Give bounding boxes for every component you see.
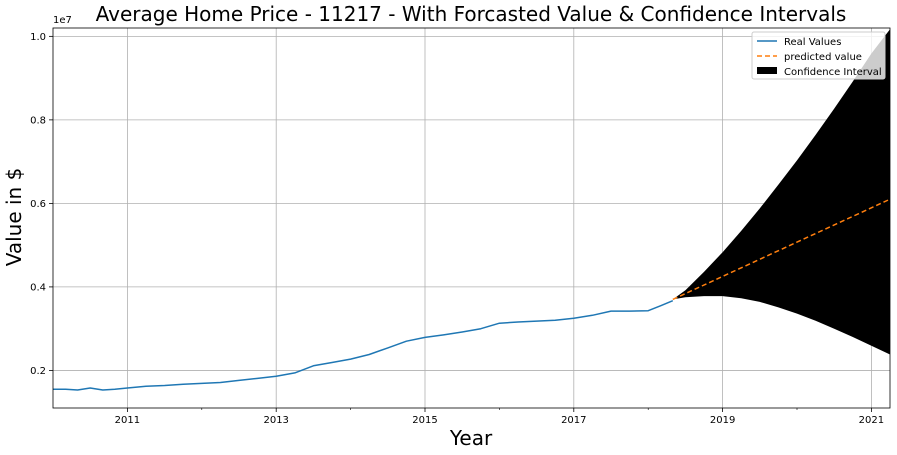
y-tick-label: 0.4 — [30, 282, 46, 293]
x-axis-label: Year — [449, 426, 493, 450]
x-tick-label: 2015 — [412, 415, 437, 426]
series-lines — [53, 198, 891, 391]
legend-confidence-interval-label: Confidence Interval — [784, 67, 882, 78]
plot-frame — [52, 27, 891, 409]
legend-predicted-value-label: predicted value — [784, 52, 862, 63]
y-axis-label: Value in $ — [2, 168, 26, 267]
legend: Real Values predicted value Confidence I… — [751, 31, 886, 80]
y-tick-label: 0.2 — [30, 366, 46, 377]
x-tick-label: 2013 — [263, 415, 288, 426]
axis-ticks: 2011 2013 2015 2017 2019 2021 0.2 0.4 0.6 0.8 1.0 — [30, 32, 884, 426]
x-tick-label: 2019 — [710, 415, 735, 426]
x-tick-label: 2011 — [115, 415, 140, 426]
legend-confidence-interval-swatch — [757, 67, 777, 74]
y-tick-label: 0.6 — [30, 199, 46, 210]
series-line-real-values — [53, 300, 674, 391]
y-offset-label: 1e7 — [53, 15, 72, 26]
x-tick-label: 2017 — [561, 415, 586, 426]
confidence-interval-area — [672, 29, 890, 355]
y-tick-label: 1.0 — [30, 32, 46, 43]
legend-real-values-label: Real Values — [784, 37, 841, 48]
legend-frame — [751, 31, 886, 80]
chart-title: Average Home Price - 11217 - With Forcas… — [96, 2, 847, 26]
x-tick-label: 2021 — [859, 415, 884, 426]
confidence-interval-band — [672, 29, 890, 355]
y-tick-label: 0.8 — [30, 115, 46, 126]
